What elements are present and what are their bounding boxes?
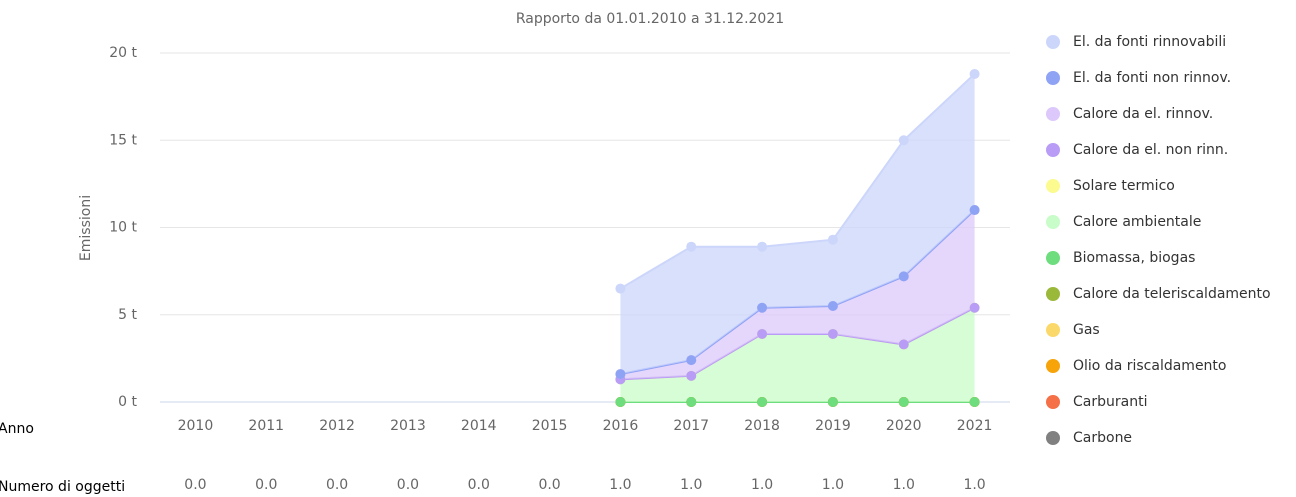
point xyxy=(898,339,909,350)
x-tick-label: 2010 xyxy=(178,418,214,434)
point xyxy=(827,328,838,339)
point xyxy=(615,283,626,294)
legend-label: El. da fonti non rinnov. xyxy=(1073,70,1231,86)
object-count: 0.0 xyxy=(468,477,490,493)
legend-label: Calore da teleriscaldamento xyxy=(1073,286,1271,302)
object-count: 0.0 xyxy=(326,477,348,493)
legend-marker xyxy=(1046,251,1060,265)
point xyxy=(615,369,626,380)
point xyxy=(615,397,626,407)
legend-label: El. da fonti rinnovabili xyxy=(1073,34,1226,50)
point xyxy=(686,397,697,407)
object-count: 0.0 xyxy=(538,477,560,493)
object-count: 1.0 xyxy=(751,477,773,493)
area-line xyxy=(619,73,976,290)
y-tick-label: 5 t xyxy=(118,307,137,323)
legend-marker xyxy=(1046,107,1060,121)
object-count: 1.0 xyxy=(609,477,631,493)
y-tick-label: 10 t xyxy=(109,220,137,236)
object-count: 1.0 xyxy=(680,477,702,493)
legend-marker xyxy=(1046,143,1060,157)
object-count: 0.0 xyxy=(184,477,206,493)
point xyxy=(898,397,909,407)
point xyxy=(827,301,838,312)
x-tick-label: 2018 xyxy=(744,418,780,434)
point xyxy=(827,234,838,245)
legend-label: Biomassa, biogas xyxy=(1073,250,1195,266)
legend-marker xyxy=(1046,359,1060,373)
point xyxy=(969,397,980,407)
legend-label: Calore da el. non rinn. xyxy=(1073,142,1228,158)
point xyxy=(969,205,980,216)
legend-label: Calore da el. rinnov. xyxy=(1073,106,1213,122)
point xyxy=(686,355,697,366)
point xyxy=(686,370,697,381)
x-tick-label: 2021 xyxy=(957,418,993,434)
legend-marker xyxy=(1046,395,1060,409)
legend-label: Carbone xyxy=(1073,430,1132,446)
object-count: 0.0 xyxy=(255,477,277,493)
y-tick-label: 15 t xyxy=(109,132,137,148)
legend-marker xyxy=(1046,179,1060,193)
legend-label: Gas xyxy=(1073,322,1100,338)
point xyxy=(686,241,697,252)
x-tick-label: 2020 xyxy=(886,418,922,434)
x-tick-label: 2011 xyxy=(248,418,284,434)
chart-title: Rapporto da 01.01.2010 a 31.12.2021 xyxy=(516,11,784,27)
legend-marker xyxy=(1046,215,1060,229)
x-tick-label: 2014 xyxy=(461,418,497,434)
legend-marker xyxy=(1046,323,1060,337)
legend-label: Calore ambientale xyxy=(1073,214,1201,230)
x-tick-label: 2015 xyxy=(532,418,568,434)
y-tick-label: 0 t xyxy=(118,394,137,410)
point xyxy=(969,68,980,79)
objects-row-label: Numero di oggetti xyxy=(0,479,125,495)
point xyxy=(827,397,838,407)
legend-label: Carburanti xyxy=(1073,394,1147,410)
area xyxy=(620,73,975,375)
x-tick-label: 2013 xyxy=(390,418,426,434)
areas xyxy=(619,73,976,403)
legend-marker xyxy=(1046,287,1060,301)
object-count: 1.0 xyxy=(963,477,985,493)
point xyxy=(898,271,909,282)
x-tick-label: 2017 xyxy=(673,418,709,434)
area xyxy=(620,307,975,402)
point xyxy=(969,302,980,313)
x-tick-label: 2012 xyxy=(319,418,355,434)
point xyxy=(757,302,768,313)
object-count: 1.0 xyxy=(893,477,915,493)
points xyxy=(615,68,980,407)
x-row-label: Anno xyxy=(0,421,34,437)
point xyxy=(757,328,768,339)
x-tick-label: 2019 xyxy=(815,418,851,434)
legend-marker xyxy=(1046,35,1060,49)
y-axis-label: Emissioni xyxy=(78,195,94,261)
point xyxy=(898,135,909,146)
legend-label: Olio da riscaldamento xyxy=(1073,358,1226,374)
legend-label: Solare termico xyxy=(1073,178,1175,194)
point xyxy=(757,397,768,407)
object-count: 0.0 xyxy=(397,477,419,493)
legend-marker xyxy=(1046,71,1060,85)
legend-marker xyxy=(1046,431,1060,445)
x-tick-label: 2016 xyxy=(603,418,639,434)
point xyxy=(757,241,768,252)
y-tick-label: 20 t xyxy=(109,45,137,61)
object-count: 1.0 xyxy=(822,477,844,493)
area xyxy=(620,210,975,380)
